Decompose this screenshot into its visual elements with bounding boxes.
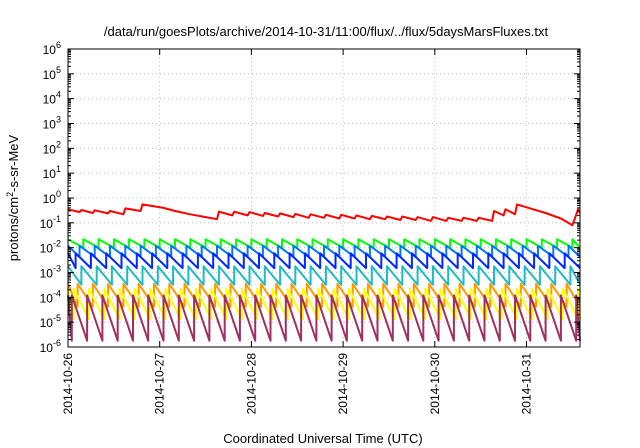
x-tick-label: 2014-10-26 <box>61 353 75 415</box>
y-tick-label: 106 <box>43 40 61 57</box>
x-axis-label: Coordinated Universal Time (UTC) <box>223 431 422 446</box>
y-tick-label: 10-5 <box>40 313 61 330</box>
x-tick-label: 2014-10-30 <box>428 353 442 415</box>
x-tick-label: 2014-10-31 <box>520 353 534 415</box>
x-axis-ticks: 2014-10-26 2014-10-27 2014-10-28 2014-10-29… <box>61 49 534 414</box>
y-axis-ticks: 10-6 10-5 10-4 10-3 10-2 10-1 100 101 102 103 104 1… <box>40 40 580 355</box>
y-tick-label: 10-6 <box>40 338 61 355</box>
y-tick-label: 100 <box>43 189 61 206</box>
chart-title: /data/run/goesPlots/archive/2014-10-31/1… <box>104 24 549 39</box>
x-tick-label: 2014-10-29 <box>336 353 350 415</box>
series-line-8 <box>67 294 581 342</box>
series-line-2 <box>67 238 581 249</box>
y-tick-label: 104 <box>43 90 61 107</box>
series-line-1 <box>67 203 581 227</box>
y-tick-label: 102 <box>43 139 61 156</box>
y-axis-label: protons/cm2-s-sr-MeV <box>5 134 21 261</box>
x-tick-label: 2014-10-27 <box>153 353 167 415</box>
series-line-5 <box>67 265 581 286</box>
y-tick-label: 10-1 <box>40 214 61 231</box>
y-tick-label: 10-4 <box>40 288 61 305</box>
y-tick-label: 105 <box>43 65 61 82</box>
y-tick-label: 103 <box>43 115 61 132</box>
y-tick-label: 101 <box>43 164 61 181</box>
x-tick-label: 2014-10-28 <box>244 353 258 415</box>
y-tick-label: 10-3 <box>40 264 61 281</box>
y-tick-label: 10-2 <box>40 239 61 256</box>
series-line-3 <box>67 244 581 258</box>
series-line-4 <box>67 252 581 270</box>
series-lines <box>67 203 581 342</box>
